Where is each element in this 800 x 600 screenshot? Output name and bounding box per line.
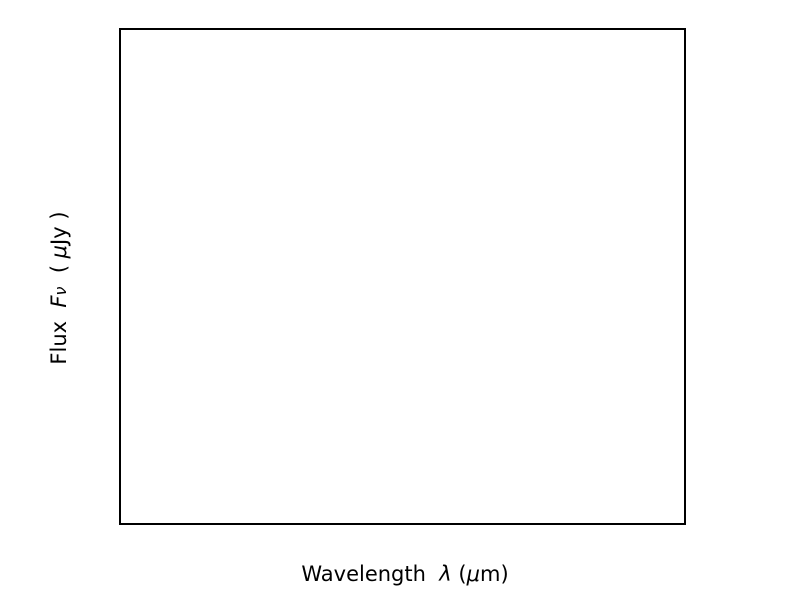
plot-area	[119, 28, 686, 525]
x-axis-label: Wavelength λ (μm)	[301, 562, 509, 586]
y-axis-label: Flux Fν ( μJy )	[47, 211, 71, 365]
plot-canvas	[121, 30, 686, 525]
